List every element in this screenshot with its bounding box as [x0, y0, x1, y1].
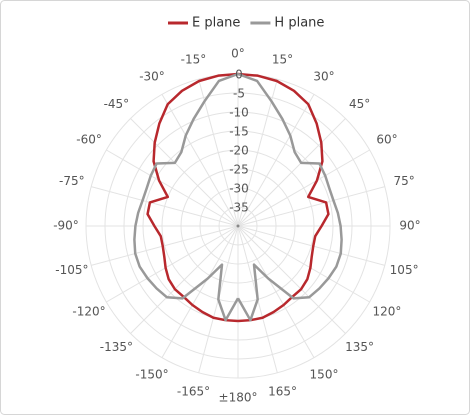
theta-tick-label: -120°	[72, 305, 105, 319]
grid-spoke	[161, 225, 239, 358]
grid-spoke	[237, 118, 346, 227]
grid-spoke	[91, 186, 239, 227]
grid-spoke	[237, 79, 278, 227]
theta-tick-label: -165°	[177, 385, 210, 399]
r-tick-label: 0	[235, 68, 243, 82]
theta-tick-label: -105°	[55, 263, 88, 277]
grid-spoke	[237, 94, 315, 227]
r-tick-label: -25	[229, 163, 249, 177]
grid-spoke	[237, 225, 315, 358]
legend-label: H plane	[274, 16, 324, 31]
grid-spoke	[198, 79, 239, 227]
grid-spoke	[106, 225, 239, 303]
r-tick-label: -30	[229, 182, 249, 196]
theta-tick-label: -75°	[59, 174, 85, 188]
theta-tick-label: 165°	[268, 385, 297, 399]
grid-spoke	[237, 225, 385, 266]
theta-tick-label: 120°	[373, 305, 402, 319]
grid-spoke	[130, 225, 239, 334]
grid-spoke	[237, 225, 346, 334]
theta-tick-label: 0°	[231, 47, 245, 61]
r-tick-label: -20	[229, 144, 249, 158]
theta-tick-label: 90°	[399, 219, 420, 233]
r-tick-label: -10	[229, 106, 249, 120]
grid-spoke	[130, 118, 239, 227]
theta-tick-label: -30°	[139, 70, 165, 84]
theta-tick-label: ±180°	[219, 391, 258, 405]
theta-tick-label: -60°	[76, 133, 102, 147]
theta-tick-label: 135°	[345, 340, 374, 354]
grid-spoke	[237, 225, 370, 303]
theta-tick-label: -15°	[181, 52, 207, 66]
theta-tick-label: -135°	[100, 340, 133, 354]
theta-tick-label: -90°	[53, 219, 79, 233]
theta-tick-label: 30°	[313, 70, 334, 84]
grid-spoke	[91, 225, 239, 266]
theta-tick-label: 150°	[310, 367, 339, 381]
theta-tick-label: -45°	[104, 97, 130, 111]
r-tick-label: -35	[229, 201, 249, 215]
grid-spoke	[106, 149, 239, 227]
theta-tick-label: 105°	[390, 263, 419, 277]
theta-tick-label: 75°	[393, 174, 414, 188]
grid-spoke	[237, 186, 385, 227]
r-tick-label: -15	[229, 125, 249, 139]
theta-tick-label: 60°	[376, 133, 397, 147]
series-line	[133, 72, 343, 322]
legend-label: E plane	[192, 16, 240, 31]
r-tick-label: -5	[233, 87, 245, 101]
theta-tick-label: 15°	[272, 52, 293, 66]
grid-spoke	[237, 149, 370, 227]
theta-tick-label: -150°	[135, 367, 168, 381]
center-dot	[236, 224, 240, 228]
grid-spoke	[161, 94, 239, 227]
theta-tick-label: 45°	[349, 97, 370, 111]
